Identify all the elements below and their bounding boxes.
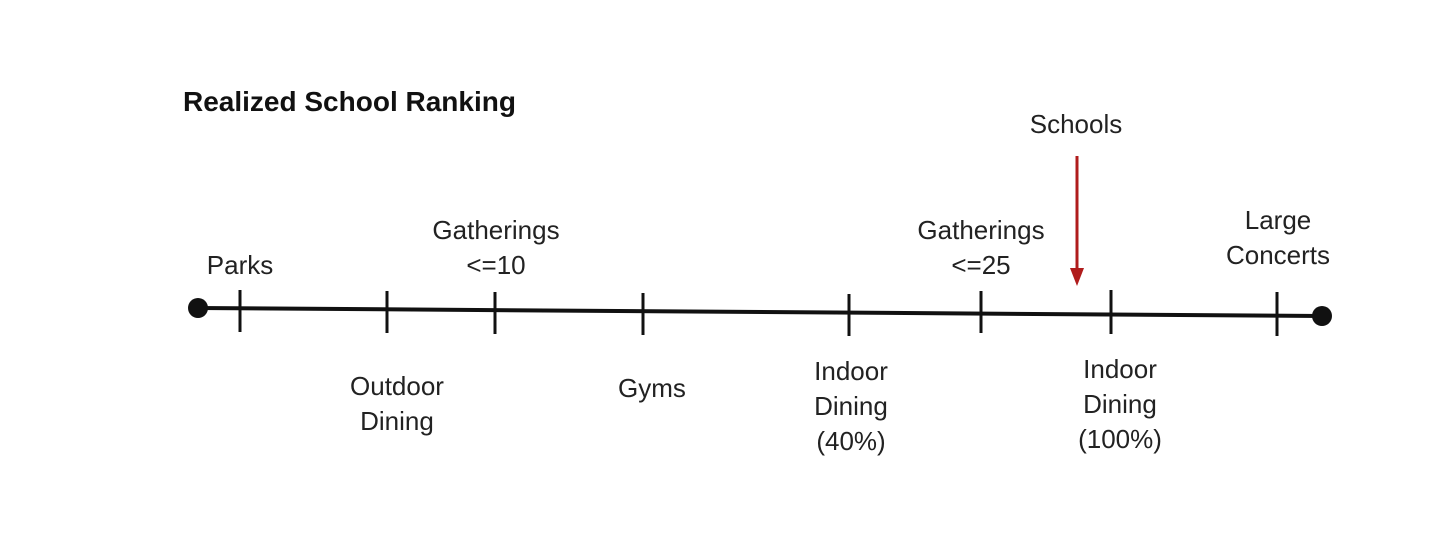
label-gatherings-25: Gatherings <=25 (917, 215, 1045, 280)
label-indoor-dining-100: Indoor Dining (100%) (1078, 354, 1162, 454)
label-indoor-dining-40: Indoor Dining (40%) (814, 356, 888, 456)
axis-end-dot (1312, 306, 1332, 326)
label-gatherings-10: Gatherings <=10 (432, 215, 560, 280)
diagram-title: Realized School Ranking (183, 86, 516, 117)
axis-line (197, 306, 1323, 318)
schools-marker-label: Schools (1029, 109, 1123, 139)
label-gyms: Gyms (618, 373, 686, 403)
label-parks: Parks (206, 250, 274, 280)
axis-start-dot (188, 298, 208, 318)
schools-arrow-head (1070, 268, 1084, 286)
label-large-concerts: Large Concerts (1225, 205, 1331, 270)
label-outdoor-dining: Outdoor Dining (350, 371, 444, 436)
